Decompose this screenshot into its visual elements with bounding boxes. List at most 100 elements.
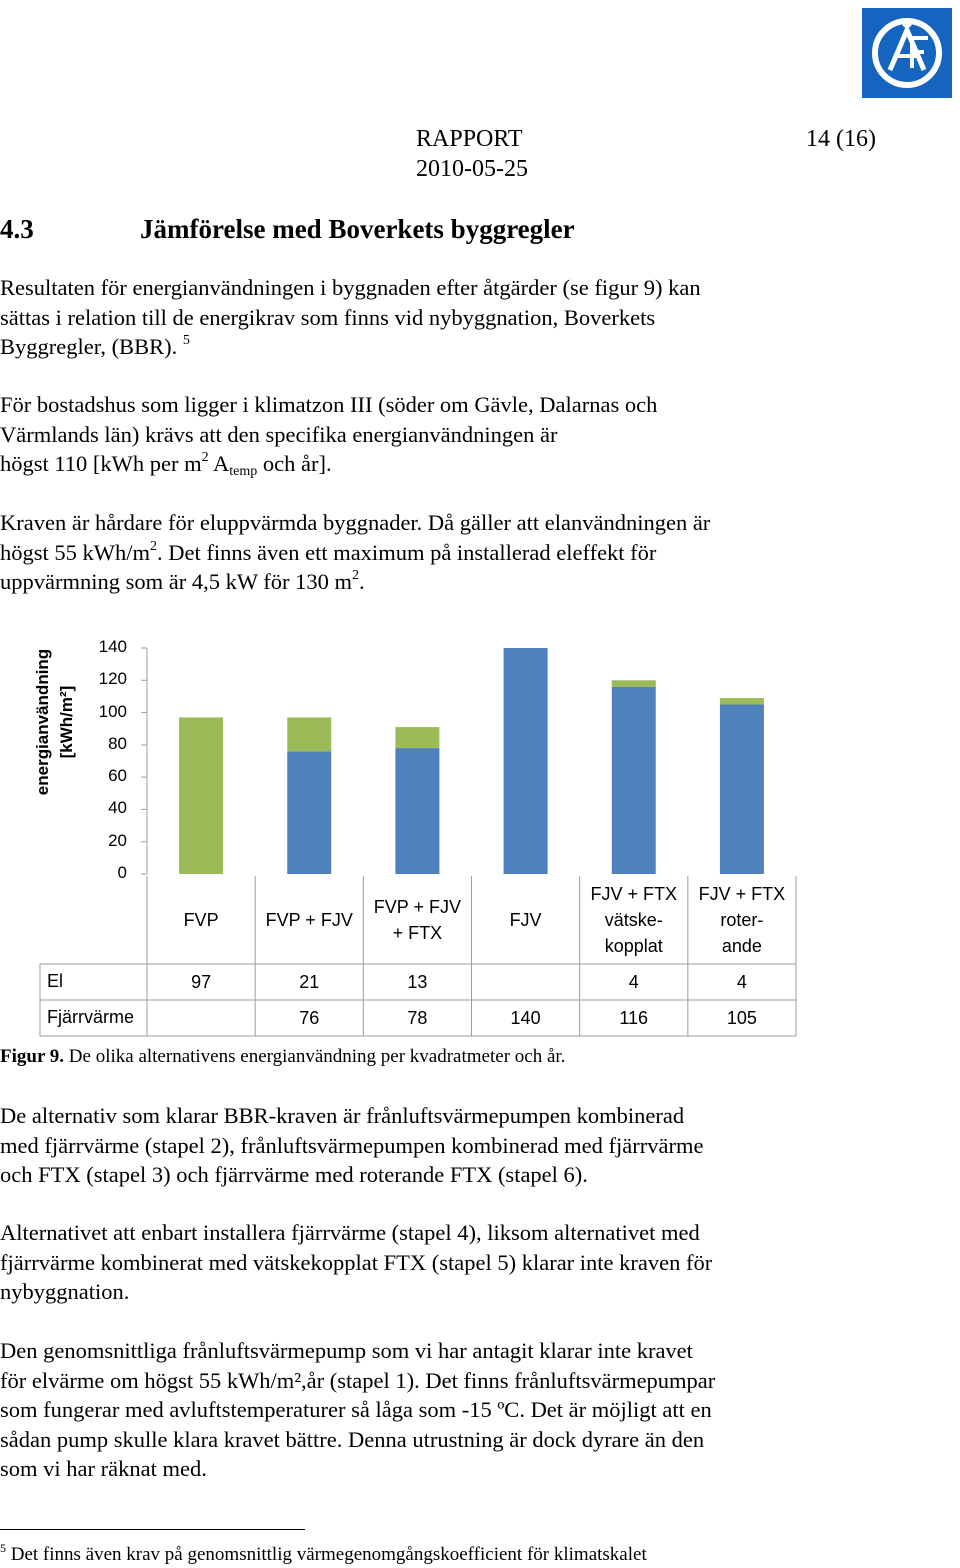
- paragraph-electric: Kraven är hårdare för eluppvärmda byggna…: [0, 508, 930, 597]
- category-label-line: FVP + FJV: [265, 910, 353, 930]
- bar-el: [395, 727, 440, 749]
- energy-chart: 0 20 40 60 80 100 120 140 FVP FVP + FJV FVP + FJV +…: [0, 620, 960, 1045]
- text-line: och FTX (stapel 3) och fjärrvärme med ro…: [0, 1162, 588, 1187]
- y-tick-label: 60: [108, 766, 127, 786]
- category-label-line: + FTX: [392, 923, 443, 943]
- data-label-fjarrvarme: 76: [299, 1008, 320, 1028]
- section-title: Jämförelse med Boverkets byggregler: [140, 214, 575, 244]
- text-line: som fungerar med avluftstemperaturer så …: [0, 1397, 712, 1422]
- legend-el: El: [47, 971, 64, 991]
- y-tick-label: 20: [108, 830, 127, 850]
- footnote-number: 5: [0, 1541, 6, 1555]
- legend-fjarrvarme: Fjärrvärme: [47, 1007, 135, 1027]
- paragraph-failing: Alternativet att enbart installera fjärr…: [0, 1218, 930, 1307]
- text-run: och år].: [257, 451, 332, 476]
- text-line: med fjärrvärme (stapel 2), frånluftsvärm…: [0, 1132, 704, 1158]
- superscript: 2: [150, 538, 157, 554]
- superscript: 2: [201, 450, 209, 465]
- text-run: A: [208, 451, 230, 476]
- caption-text: De olika alternativens energianvändning …: [64, 1046, 566, 1067]
- bar-fjarrvarme: [287, 751, 332, 874]
- bar-el: [719, 698, 764, 705]
- y-tick-label: 100: [98, 701, 127, 721]
- bar-el: [611, 680, 656, 687]
- data-label-el: 4: [736, 972, 747, 992]
- text-line: För bostadshus som ligger i klimatzon II…: [0, 392, 658, 417]
- text-line: De alternativ som klarar BBR-kraven är f…: [0, 1103, 685, 1128]
- text-line: Resultaten för energianvändningen i bygg…: [0, 275, 701, 300]
- chart-svg: [39, 647, 797, 1037]
- text-line: Värmlands län) krävs att den specifika e…: [0, 421, 558, 447]
- paragraph-requirement: För bostadshus som ligger i klimatzon II…: [0, 390, 930, 479]
- y-axis-title-line: energianvändning: [33, 648, 52, 796]
- data-label-fjarrvarme: 78: [407, 1008, 428, 1028]
- y-tick-label: 120: [98, 669, 127, 689]
- data-label-el: 21: [299, 972, 320, 992]
- subscript: temp: [229, 464, 258, 479]
- company-logo: [862, 8, 952, 98]
- bar-el: [179, 717, 224, 874]
- y-axis-title: energianvändning [kWh/m²]: [31, 602, 79, 842]
- footnote-ref: 5: [182, 333, 190, 348]
- category-label: FJV + FTX roter-ande: [688, 881, 796, 959]
- y-tick-label: 140: [98, 637, 127, 656]
- category-label-line: FVP + FJV: [373, 897, 461, 917]
- text-line: Kraven är hårdare för eluppvärmda byggna…: [0, 510, 711, 535]
- report-date: 2010-05-25: [416, 156, 528, 182]
- footnote-separator: [0, 1529, 305, 1530]
- text-line: uppvärmning som är 4,5 kW för 130 m2.: [0, 567, 930, 597]
- category-label: FVP: [147, 907, 255, 933]
- paragraph-heatpump: Den genomsnittliga frånluftsvärmepump so…: [0, 1336, 930, 1484]
- data-label-fjarrvarme: 116: [619, 1008, 649, 1028]
- caption-label: Figur 9.: [0, 1046, 65, 1067]
- data-label-fjarrvarme: 140: [510, 1008, 541, 1028]
- y-tick-label: 80: [108, 733, 127, 753]
- y-axis-title-line: [kWh/m²]: [57, 685, 76, 759]
- data-label-el: 97: [191, 972, 212, 992]
- report-label: RAPPORT: [416, 126, 523, 152]
- figure-caption: Figur 9. De olika alternativens energian…: [0, 1046, 565, 1068]
- category-label: FVP + FJV: [255, 907, 363, 933]
- text-run: Byggregler, (BBR).: [0, 334, 178, 359]
- y-tick-label: 40: [108, 798, 127, 818]
- category-label-line: kopplat: [604, 936, 663, 956]
- paragraph-passing: De alternativ som klarar BBR-kraven är f…: [0, 1101, 930, 1190]
- text-run: högst 55 kWh/m: [0, 539, 150, 565]
- text-line: nybyggnation.: [0, 1279, 130, 1304]
- bar-el: [287, 717, 332, 752]
- text-line: sådan pump skulle klara kravet bättre. D…: [0, 1426, 705, 1452]
- text-line: Byggregler, (BBR). 5: [0, 332, 930, 362]
- section-number: 4.3: [0, 214, 34, 244]
- category-label-line: FJV + FTX: [698, 884, 786, 904]
- text-line: högst 110 [kWh per m2 Atemp och år].: [0, 449, 930, 479]
- category-label: FJV: [472, 907, 580, 933]
- category-label-line: roter-: [720, 910, 764, 930]
- text-run: uppvärmning som är 4,5 kW för 130 m: [0, 569, 353, 594]
- category-label-line: vätske-: [604, 910, 663, 930]
- bar-fjarrvarme: [503, 648, 548, 874]
- data-label-el: 13: [407, 972, 428, 992]
- category-label-line: FJV: [509, 910, 542, 930]
- paragraph-intro: Resultaten för energianvändningen i bygg…: [0, 273, 930, 362]
- footnote-text: Det finns även krav på genomsnittlig vär…: [6, 1544, 647, 1565]
- bar-fjarrvarme: [611, 686, 656, 874]
- category-label-line: FVP: [183, 910, 219, 930]
- text-line: Den genomsnittliga frånluftsvärmepump so…: [0, 1338, 693, 1363]
- page-number: 14 (16): [806, 126, 876, 152]
- text-run: .: [359, 569, 365, 594]
- text-line: som vi har räknat med.: [0, 1456, 207, 1481]
- bar-fjarrvarme: [395, 748, 440, 874]
- text-line: Alternativet att enbart installera fjärr…: [0, 1220, 700, 1245]
- category-label: FJV + FTX vätske-kopplat: [580, 881, 688, 959]
- data-label-fjarrvarme: 105: [726, 1008, 757, 1028]
- text-line: sättas i relation till de energikrav som…: [0, 304, 656, 330]
- data-label-el: 4: [628, 972, 639, 992]
- y-tick-label: 0: [117, 863, 127, 882]
- text-line: för elvärme om högst 55 kWh/m²,år (stape…: [0, 1367, 716, 1393]
- category-label-line: ande: [721, 936, 762, 956]
- category-label-line: FJV + FTX: [590, 884, 677, 904]
- text-line: högst 55 kWh/m2. Det finns även ett maxi…: [0, 538, 930, 568]
- footnote: 5 Det finns även krav på genomsnittlig v…: [0, 1541, 647, 1566]
- text-run: högst 110 [kWh per m: [0, 451, 202, 476]
- text-line: fjärrvärme kombinerat med vätskekopplat …: [0, 1249, 713, 1275]
